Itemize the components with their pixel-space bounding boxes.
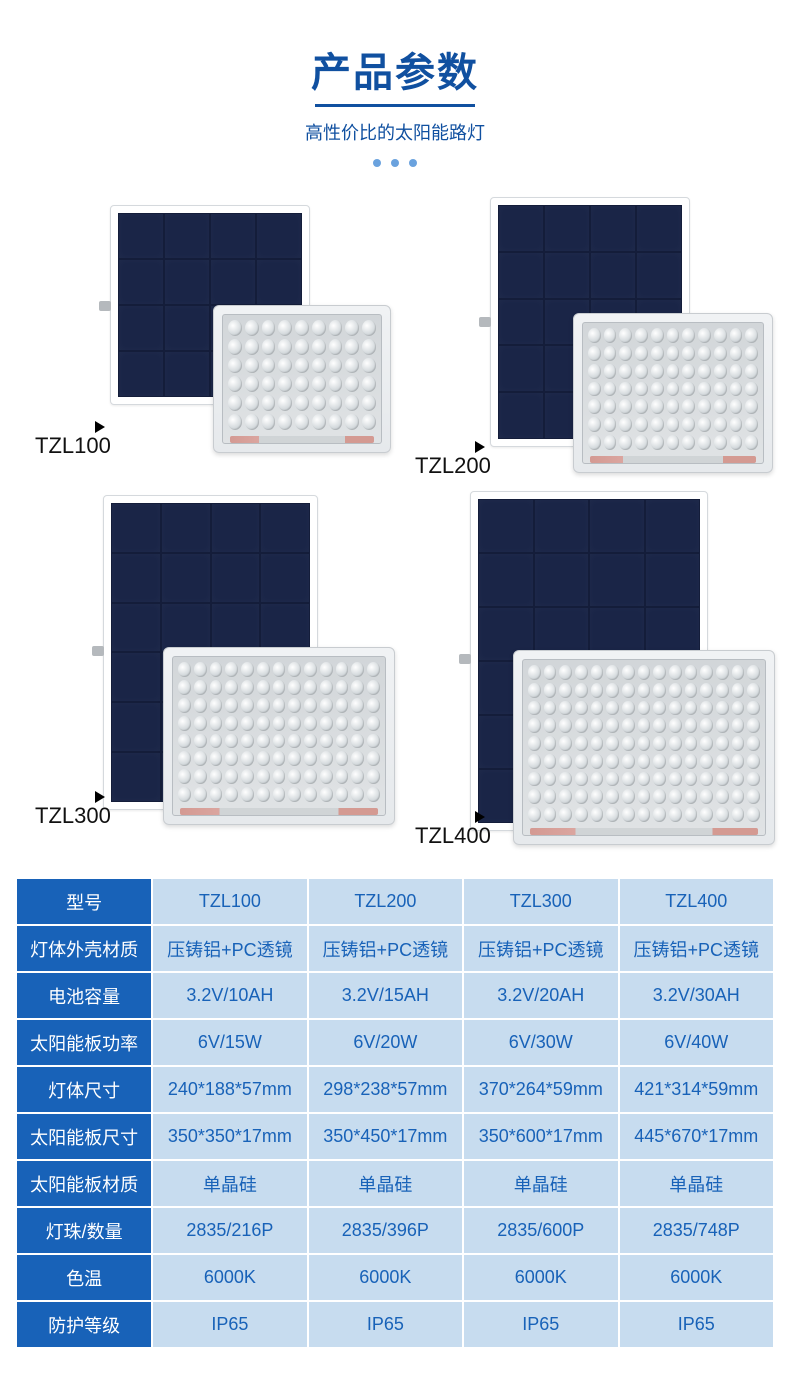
table-row: 太阳能板材质单晶硅单晶硅单晶硅单晶硅	[17, 1161, 773, 1206]
spec-cell: 6V/40W	[620, 1020, 773, 1065]
row-header: 太阳能板尺寸	[17, 1114, 151, 1159]
spec-cell: 2835/748P	[620, 1208, 773, 1253]
spec-cell: 6V/30W	[464, 1020, 617, 1065]
product-cell-TZL200: TZL200	[395, 187, 775, 487]
spec-cell: 298*238*57mm	[309, 1067, 462, 1112]
spec-cell: IP65	[464, 1302, 617, 1347]
spec-cell: 单晶硅	[309, 1161, 462, 1206]
spec-cell: 6000K	[620, 1255, 773, 1300]
spec-cell: 2835/600P	[464, 1208, 617, 1253]
led-floodlight	[163, 647, 395, 825]
spec-cell: 3.2V/15AH	[309, 973, 462, 1018]
table-row: 防护等级IP65IP65IP65IP65	[17, 1302, 773, 1347]
main-title: 产品参数	[0, 40, 790, 98]
spec-cell: TZL100	[153, 879, 306, 924]
led-floodlight	[573, 313, 773, 473]
table-row: 型号TZL100TZL200TZL300TZL400	[17, 879, 773, 924]
subtitle: 高性价比的太阳能路灯	[0, 119, 790, 145]
row-header: 灯珠/数量	[17, 1208, 151, 1253]
product-label: TZL200	[415, 453, 491, 479]
spec-cell: 2835/396P	[309, 1208, 462, 1253]
spec-cell: TZL200	[309, 879, 462, 924]
product-label: TZL300	[35, 803, 111, 829]
spec-cell: 350*350*17mm	[153, 1114, 306, 1159]
spec-cell: TZL300	[464, 879, 617, 924]
table-row: 太阳能板尺寸350*350*17mm350*450*17mm350*600*17…	[17, 1114, 773, 1159]
spec-cell: 421*314*59mm	[620, 1067, 773, 1112]
product-cell-TZL300: TZL300	[15, 487, 395, 837]
spec-cell: 445*670*17mm	[620, 1114, 773, 1159]
spec-cell: 3.2V/30AH	[620, 973, 773, 1018]
title-underline	[315, 104, 475, 107]
spec-cell: 370*264*59mm	[464, 1067, 617, 1112]
product-label: TZL100	[35, 433, 111, 459]
spec-cell: IP65	[620, 1302, 773, 1347]
spec-cell: 6V/20W	[309, 1020, 462, 1065]
spec-cell: 单晶硅	[464, 1161, 617, 1206]
arrow-icon	[475, 441, 485, 453]
spec-cell: 350*600*17mm	[464, 1114, 617, 1159]
spec-cell: 压铸铝+PC透镜	[620, 926, 773, 971]
table-row: 太阳能板功率6V/15W6V/20W6V/30W6V/40W	[17, 1020, 773, 1065]
product-gallery: TZL100 TZL200 TZL300 TZL400	[0, 187, 790, 877]
spec-cell: 6000K	[309, 1255, 462, 1300]
page-header: 产品参数 高性价比的太阳能路灯	[0, 0, 790, 187]
table-row: 色温6000K6000K6000K6000K	[17, 1255, 773, 1300]
table-row: 灯体尺寸240*188*57mm298*238*57mm370*264*59mm…	[17, 1067, 773, 1112]
spec-cell: 3.2V/20AH	[464, 973, 617, 1018]
arrow-icon	[95, 421, 105, 433]
table-row: 电池容量3.2V/10AH3.2V/15AH3.2V/20AH3.2V/30AH	[17, 973, 773, 1018]
product-cell-TZL100: TZL100	[15, 187, 395, 467]
spec-cell: 6000K	[464, 1255, 617, 1300]
arrow-icon	[475, 811, 485, 823]
row-header: 太阳能板材质	[17, 1161, 151, 1206]
spec-cell: 3.2V/10AH	[153, 973, 306, 1018]
row-header: 色温	[17, 1255, 151, 1300]
product-label: TZL400	[415, 823, 491, 849]
row-header: 灯体尺寸	[17, 1067, 151, 1112]
row-header: 太阳能板功率	[17, 1020, 151, 1065]
decor-dots	[0, 159, 790, 167]
spec-cell: 2835/216P	[153, 1208, 306, 1253]
table-row: 灯珠/数量2835/216P2835/396P2835/600P2835/748…	[17, 1208, 773, 1253]
spec-cell: 240*188*57mm	[153, 1067, 306, 1112]
arrow-icon	[95, 791, 105, 803]
spec-cell: 单晶硅	[620, 1161, 773, 1206]
row-header: 灯体外壳材质	[17, 926, 151, 971]
spec-cell: 压铸铝+PC透镜	[464, 926, 617, 971]
spec-cell: 单晶硅	[153, 1161, 306, 1206]
table-row: 灯体外壳材质压铸铝+PC透镜压铸铝+PC透镜压铸铝+PC透镜压铸铝+PC透镜	[17, 926, 773, 971]
spec-cell: 压铸铝+PC透镜	[309, 926, 462, 971]
led-floodlight	[513, 650, 775, 845]
spec-table: 型号TZL100TZL200TZL300TZL400灯体外壳材质压铸铝+PC透镜…	[15, 877, 775, 1349]
spec-cell: 6V/15W	[153, 1020, 306, 1065]
spec-cell: IP65	[309, 1302, 462, 1347]
spec-cell: TZL400	[620, 879, 773, 924]
spec-cell: IP65	[153, 1302, 306, 1347]
spec-cell: 6000K	[153, 1255, 306, 1300]
row-header: 型号	[17, 879, 151, 924]
product-cell-TZL400: TZL400	[395, 487, 775, 857]
row-header: 电池容量	[17, 973, 151, 1018]
spec-cell: 350*450*17mm	[309, 1114, 462, 1159]
spec-cell: 压铸铝+PC透镜	[153, 926, 306, 971]
row-header: 防护等级	[17, 1302, 151, 1347]
led-floodlight	[213, 305, 391, 453]
